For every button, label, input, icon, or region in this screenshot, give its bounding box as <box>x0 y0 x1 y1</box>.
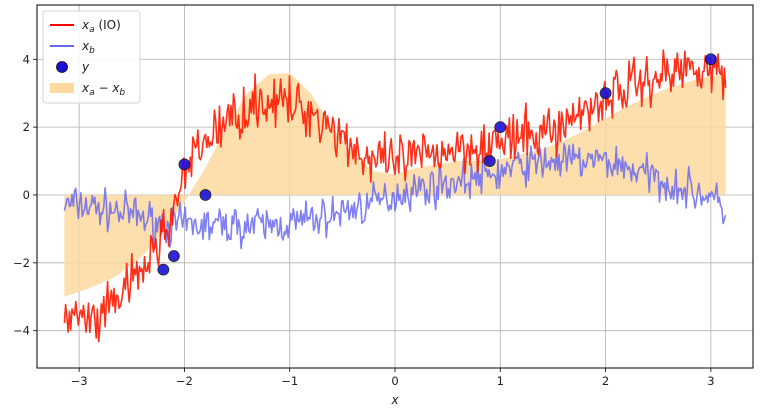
scatter-point <box>157 263 170 276</box>
x-tick-label: −1 <box>281 374 298 388</box>
legend-label-y: y <box>81 60 90 74</box>
legend-label-xa: xa (IO) <box>81 18 121 35</box>
y-tick-label: 2 <box>23 120 30 134</box>
scatter-point <box>483 155 496 167</box>
x-tick-label: −3 <box>71 374 88 388</box>
y-tick-label: 4 <box>23 52 30 66</box>
scatter-point <box>704 53 717 66</box>
legend: xa (IO) xb y xa − xb <box>42 10 141 104</box>
difference-fill <box>64 72 726 297</box>
y-tick-label: −4 <box>13 324 30 338</box>
scatter-point <box>167 250 180 262</box>
y-tick-label: −2 <box>13 256 30 270</box>
x-tick-label: −2 <box>176 374 193 388</box>
scatter-point <box>178 158 191 171</box>
scatter-point <box>599 87 612 100</box>
scatter-point <box>199 189 212 201</box>
x-tick-label: 1 <box>497 374 504 388</box>
legend-label-diff: xa − xb <box>81 81 125 98</box>
series-line-xb <box>63 142 727 250</box>
x-tick-label: 3 <box>707 374 714 388</box>
series-lines <box>63 49 727 343</box>
fill-between-area <box>64 72 726 297</box>
y-tick-label: 0 <box>23 188 30 202</box>
axis-ticks: −3 −2 −1 0 1 2 3 −4 −2 0 2 4 <box>13 52 714 388</box>
x-tick-label: 0 <box>391 374 398 388</box>
scatter-point <box>494 121 507 134</box>
x-axis-label: x <box>390 393 399 407</box>
legend-label-xb: xb <box>81 39 95 56</box>
x-tick-label: 2 <box>602 374 609 388</box>
scatter-points <box>157 53 717 276</box>
legend-box <box>42 10 141 104</box>
legend-swatch-y <box>56 61 68 73</box>
series-line-xa <box>63 49 727 343</box>
legend-swatch-diff <box>50 83 74 93</box>
